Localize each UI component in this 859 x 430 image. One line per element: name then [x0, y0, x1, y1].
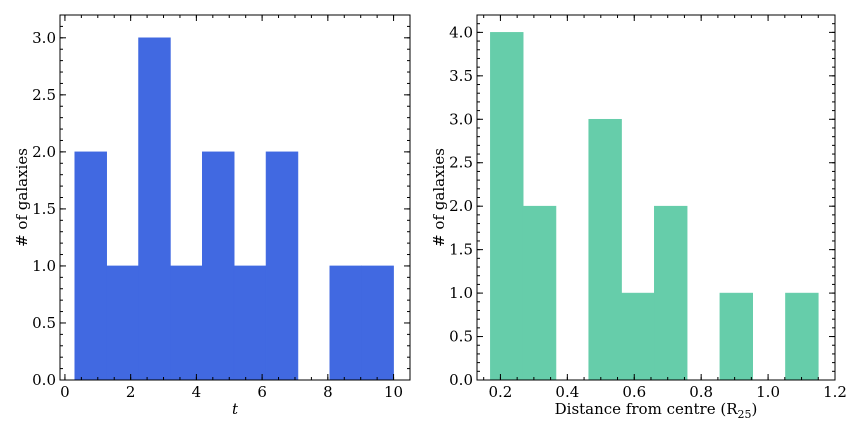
- y-tick-label-0-5: 0.5: [449, 328, 473, 346]
- histogram-bar-7: [265, 151, 299, 381]
- x-tick-label-0-4: 0.4: [555, 383, 579, 401]
- histogram-bar-3: [138, 37, 171, 381]
- x-axis-label: Distance from centre (R25): [555, 400, 758, 421]
- y-tick-label-1-5: 1.5: [449, 241, 473, 259]
- histogram-bar-6: [654, 205, 688, 381]
- y-tick-label-2: 2.0: [32, 143, 56, 161]
- x-tick-label-6: 6: [257, 383, 267, 401]
- histogram-bar-5: [621, 292, 655, 381]
- histogram-bar-5: [202, 151, 235, 381]
- y-tick-label-1: 1.0: [449, 284, 473, 302]
- x-axis-label: t: [232, 400, 239, 418]
- histogram-bar-1: [74, 151, 107, 381]
- x-tick-label-1: 1.0: [756, 383, 780, 401]
- histogram-bar-10: [785, 292, 819, 381]
- histogram-bar-2: [106, 265, 139, 381]
- x-tick-label-8: 8: [323, 383, 333, 401]
- y-axis-label: # of galaxies: [430, 148, 448, 247]
- histogram-bar-1: [490, 32, 524, 381]
- x-tick-label-1-2: 1.2: [823, 383, 847, 401]
- y-tick-label-3: 3.0: [449, 110, 473, 128]
- y-tick-label-3: 3.0: [32, 29, 56, 47]
- x-tick-label-10: 10: [384, 383, 403, 401]
- x-tick-label-0: 0: [60, 383, 70, 401]
- histogram-morphological-type: 0 2 4 6 8 10 0.0 0.5 1.0 1.5 2.0 2.5 3.0 # of galaxie…: [13, 14, 411, 418]
- histogram-bar-4: [588, 118, 622, 381]
- histogram-distance-from-centre: 0.2 0.4 0.6 0.8 1.0 1.2 0.0 0.5 1.0 1.5 2.0 2.5 3.0 3…: [430, 14, 847, 421]
- histogram-bar-4: [170, 265, 203, 381]
- histogram-bar-10: [361, 265, 394, 381]
- y-tick-label-2-5: 2.5: [32, 86, 56, 104]
- histogram-bar-9: [329, 265, 362, 381]
- y-tick-label-1: 1.0: [32, 257, 56, 275]
- x-tick-label-4: 4: [192, 383, 202, 401]
- y-tick-label-0: 0.0: [449, 371, 473, 389]
- histogram-bar-8: [719, 292, 753, 381]
- histogram-bar-6: [233, 265, 267, 381]
- y-tick-label-2: 2.0: [449, 197, 473, 215]
- x-tick-label-2: 2: [126, 383, 136, 401]
- y-axis-label: # of galaxies: [13, 148, 31, 247]
- y-tick-label-0: 0.0: [32, 371, 56, 389]
- y-tick-label-3-5: 3.5: [449, 67, 473, 85]
- y-tick-label-0-5: 0.5: [32, 314, 56, 332]
- x-tick-label-0-2: 0.2: [488, 383, 512, 401]
- x-tick-label-0-8: 0.8: [689, 383, 713, 401]
- histogram-bar-2: [522, 205, 557, 381]
- x-tick-label-0-6: 0.6: [622, 383, 646, 401]
- y-tick-label-1-5: 1.5: [32, 200, 56, 218]
- y-tick-label-2-5: 2.5: [449, 154, 473, 172]
- y-tick-label-4: 4.0: [449, 23, 473, 41]
